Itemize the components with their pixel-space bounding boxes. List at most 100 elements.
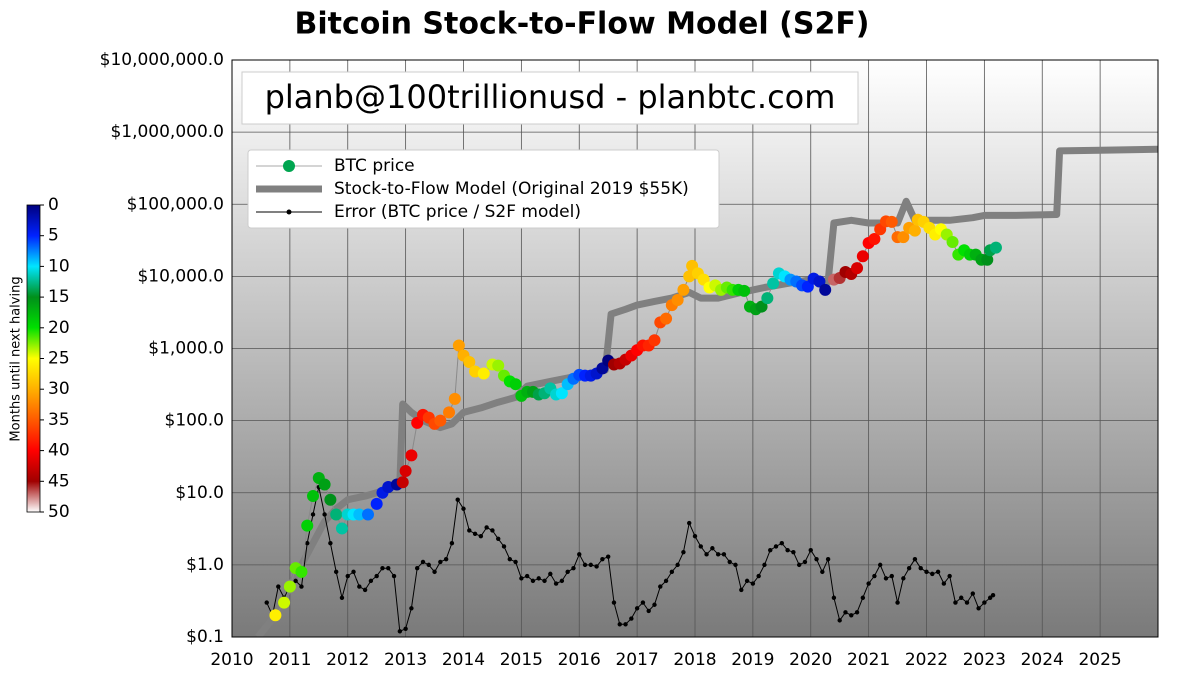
price-point [761,292,774,305]
error-point [548,571,553,577]
error-point [276,584,281,589]
error-point [397,629,403,634]
error-point [553,581,559,586]
error-point [692,533,698,539]
error-point [472,531,478,536]
error-point [391,573,397,579]
error-point [357,584,362,589]
price-point [463,355,476,368]
price-point [989,241,1002,254]
error-point [814,556,819,562]
y-tick-label: $100.0 [165,411,224,431]
error-point [744,578,750,584]
colorbar-tick-label: 20 [48,318,70,338]
error-point [461,506,466,511]
price-point [738,284,751,297]
error-point [368,578,374,584]
error-point [293,578,298,584]
error-point [339,595,345,600]
error-point [849,613,854,618]
error-point [721,552,727,557]
error-point [901,576,906,581]
price-point [405,449,418,462]
error-point [883,576,889,581]
error-point [617,622,622,627]
error-point [455,497,460,502]
error-point [750,581,756,586]
error-point [542,578,547,584]
error-point [588,562,594,568]
error-point [403,626,408,631]
error-point [524,573,530,579]
y-tick-label: $10,000.0 [137,266,224,286]
error-point [501,544,507,549]
y-tick-label: $1,000,000.0 [110,122,224,142]
price-point [318,478,331,491]
legend-marker [283,160,295,172]
colorbar-label: Months until next halving [9,276,24,441]
error-point [878,562,883,568]
plot-frame [231,59,1159,638]
error-point [496,536,501,541]
error-point [930,571,935,577]
error-point [860,595,866,600]
error-point [345,573,350,579]
error-point [733,562,738,568]
error-point [328,540,333,546]
error-point [449,540,455,546]
legend-box [247,149,720,229]
x-tick-label: 2010 [210,650,253,670]
error-point [675,562,680,568]
colorbar-tick-label: 50 [48,502,70,522]
legend-label: Error (BTC price / S2F model) [334,202,581,222]
price-point [509,378,522,391]
error-point [964,600,970,605]
error-point [837,618,842,623]
error-point [866,581,871,586]
price-point [897,231,910,244]
x-tick-label: 2016 [558,650,601,670]
price-point [443,406,456,419]
price-point [851,262,864,275]
error-point [420,559,426,565]
error-point [762,562,767,568]
price-point [492,359,505,372]
x-tick-label: 2014 [442,650,485,670]
x-tick-label: 2012 [326,650,369,670]
error-point [912,556,918,562]
price-point [307,490,320,503]
colorbar-tick-label: 5 [48,226,59,246]
price-point [660,312,673,325]
error-point [640,600,646,605]
error-point [559,578,565,584]
colorbar-tick-label: 15 [48,287,70,307]
x-tick-label: 2024 [1021,650,1064,670]
price-point [819,283,832,296]
error-point [918,565,923,571]
error-point [906,565,912,571]
error-point [646,608,651,614]
error-point [663,578,669,584]
legend-label: Stock-to-Flow Model (Original 2019 $55K) [334,179,689,199]
price-point [813,275,826,288]
error-point [322,512,327,517]
error-point [507,556,512,562]
y-tick-label: $100,000.0 [127,194,224,214]
error-point [889,573,894,579]
price-point [448,392,461,405]
price-point [885,215,898,228]
error-point [796,562,802,568]
error-point [704,552,709,557]
legend-label: BTC price [334,156,415,176]
error-point [438,559,443,565]
error-point [669,569,675,575]
error-point [623,622,628,627]
legend-marker [286,209,292,215]
chart-title: Bitcoin Stock-to-Flow Model (S2F) [294,7,869,42]
error-point [843,610,848,615]
error-point [785,547,790,553]
error-point [582,562,588,568]
x-tick-label: 2023 [963,650,1006,670]
price-point [283,580,296,593]
